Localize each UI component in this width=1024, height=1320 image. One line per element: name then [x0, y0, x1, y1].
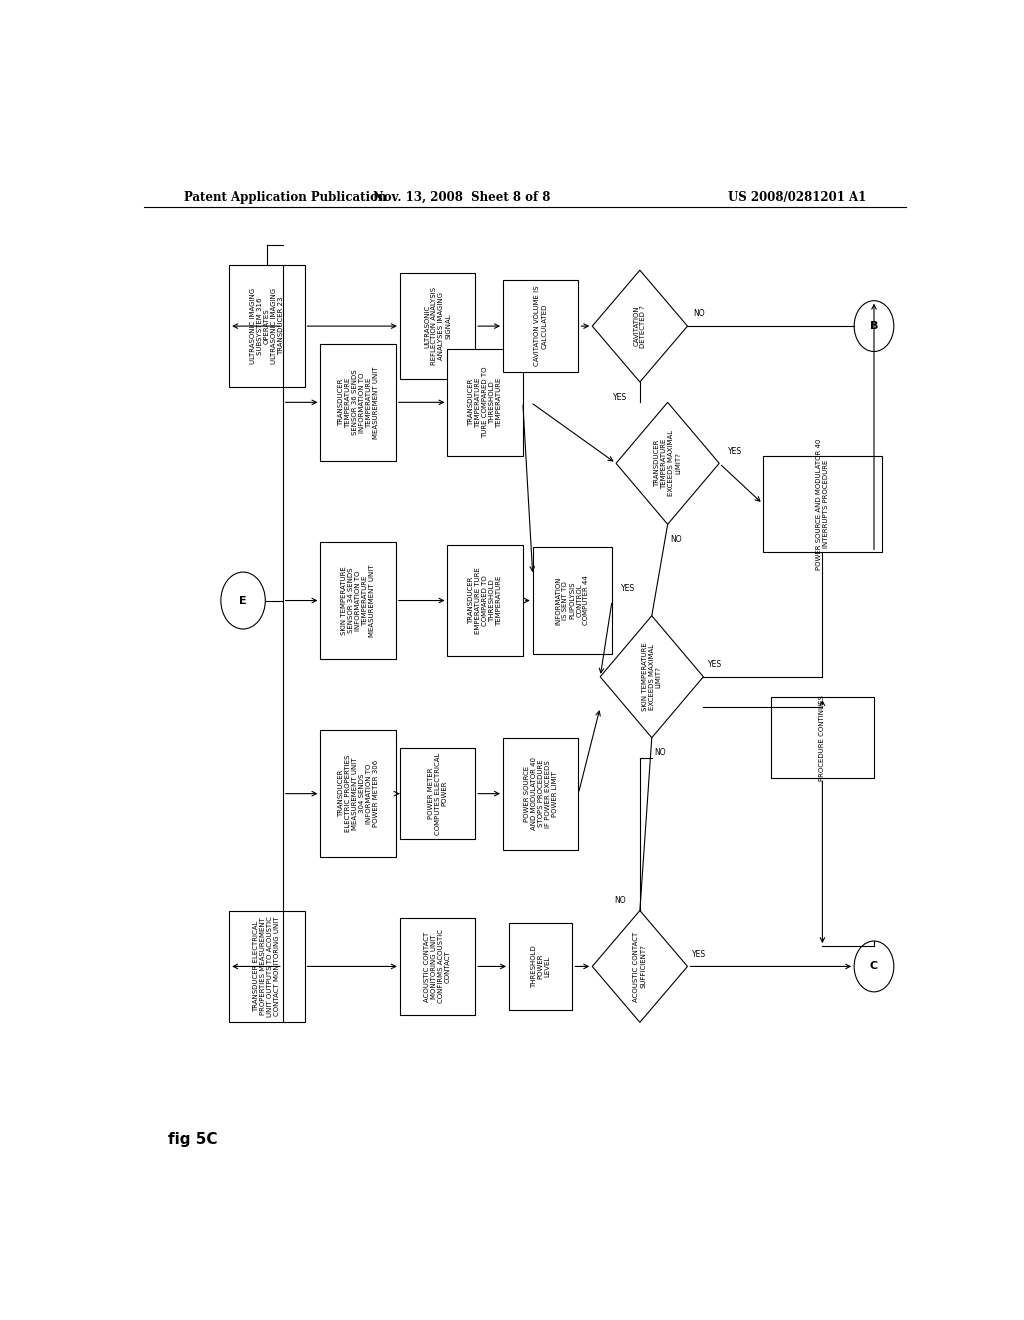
Bar — [399, 919, 475, 1015]
Text: SKIN TEMPERATURE
EXCEEDS MAXIMAL
LIMIT?: SKIN TEMPERATURE EXCEEDS MAXIMAL LIMIT? — [642, 643, 662, 711]
Text: Patent Application Publication: Patent Application Publication — [183, 190, 386, 203]
Bar — [321, 345, 396, 461]
Text: C: C — [870, 961, 878, 972]
Text: E: E — [240, 595, 247, 606]
Text: TRANSDUCER
TEMPERATURE
SENSOR 36 SENDS
INFORMATION TO
TEMPERATURE
MEASUREMENT UN: TRANSDUCER TEMPERATURE SENSOR 36 SENDS I… — [338, 366, 379, 438]
Circle shape — [854, 941, 894, 991]
Text: POWER SOURCE AND MODULATOR 40
INTERRUPTS PROCEDURE: POWER SOURCE AND MODULATOR 40 INTERRUPTS… — [816, 438, 828, 570]
Bar — [399, 273, 475, 379]
Text: POWER SOURCE
AND MODULATOR 40
STOPS PROCEDURE
IF POWER EXCEEDS
POWER LIMIT: POWER SOURCE AND MODULATOR 40 STOPS PROC… — [523, 758, 558, 830]
Text: YES: YES — [709, 660, 722, 669]
Polygon shape — [616, 403, 719, 524]
Text: SKIN TEMPERATURE
SENSOR 34 SENDS
INFORMATION TO
TEMPERATURE
MEASUREMENT UNIT: SKIN TEMPERATURE SENSOR 34 SENDS INFORMA… — [341, 564, 375, 636]
Text: TRANSDUCER
TEMPERATURE
TURE COMPARED TO
THRESHOLD
TEMPERATURE: TRANSDUCER TEMPERATURE TURE COMPARED TO … — [468, 367, 502, 438]
Text: YES: YES — [728, 446, 742, 455]
Text: B: B — [869, 321, 879, 331]
Text: Nov. 13, 2008  Sheet 8 of 8: Nov. 13, 2008 Sheet 8 of 8 — [373, 190, 550, 203]
Bar — [532, 548, 612, 653]
Text: YES: YES — [613, 393, 627, 401]
Text: TRANSDUCER
ELECTRIC PROPERTIES
MEASUREMENT UNIT
304 SENDS
INFORMATION TO
POWER M: TRANSDUCER ELECTRIC PROPERTIES MEASUREME… — [338, 755, 379, 833]
Text: YES: YES — [621, 583, 635, 593]
Text: NO: NO — [654, 748, 666, 758]
Text: ACOUSTIC CONTACT
MONITORING UNIT
CONFIRMS ACOUSTIC
CONTACT: ACOUSTIC CONTACT MONITORING UNIT CONFIRM… — [424, 929, 451, 1003]
Text: NO: NO — [693, 309, 706, 318]
Bar — [399, 748, 475, 840]
Bar — [321, 730, 396, 857]
Text: YES: YES — [692, 950, 707, 958]
Text: THRESHOLD
POWER
LEVEL: THRESHOLD POWER LEVEL — [530, 945, 551, 987]
Polygon shape — [600, 615, 703, 738]
Bar — [229, 911, 304, 1022]
Text: ULTRASONIC
REFLECTION ANALYSIS
ANALYSES IMAGING
SIGNAL: ULTRASONIC REFLECTION ANALYSIS ANALYSES … — [424, 288, 451, 366]
Text: TRANSDUCER
TEMPERATURE
EXCEEDS MAXIMAL
LIMIT?: TRANSDUCER TEMPERATURE EXCEEDS MAXIMAL L… — [654, 430, 681, 496]
Text: NO: NO — [670, 535, 681, 544]
Text: NO: NO — [614, 896, 626, 906]
Text: ACOUSTIC CONTACT
SUFFICIENT?: ACOUSTIC CONTACT SUFFICIENT? — [634, 932, 646, 1002]
Circle shape — [854, 301, 894, 351]
Circle shape — [221, 572, 265, 630]
Text: POWER METER
COMPUTES ELECTRICAL
POWER: POWER METER COMPUTES ELECTRICAL POWER — [427, 752, 447, 834]
Bar — [447, 348, 523, 455]
Text: CAVITATION VOLUME IS
CALCULATED: CAVITATION VOLUME IS CALCULATED — [535, 286, 547, 367]
Bar — [503, 280, 579, 372]
Bar — [763, 455, 882, 552]
Text: TRANSDUCER ELECTRICAL
PROPERTIES MEASUREMENT
UNIT OUTPUTS TO ACOUSTIC
CONTACT MO: TRANSDUCER ELECTRICAL PROPERTIES MEASURE… — [253, 916, 281, 1016]
Text: INFORMATION
IS SENT TO
PLIPOLYSIS
CONTROL
COMPUTER 44: INFORMATION IS SENT TO PLIPOLYSIS CONTRO… — [555, 576, 590, 626]
Bar — [229, 265, 304, 387]
Polygon shape — [592, 911, 687, 1022]
Bar — [503, 738, 579, 850]
Bar — [771, 697, 874, 779]
Text: ULTRASONIC IMAGING
SUBSYSTEM 316
OPERATES
ULTRASONIC IMAGING
TRANSDUCER 23: ULTRASONIC IMAGING SUBSYSTEM 316 OPERATE… — [250, 288, 284, 364]
Text: fig 5C: fig 5C — [168, 1131, 217, 1147]
Text: US 2008/0281201 A1: US 2008/0281201 A1 — [728, 190, 866, 203]
Bar — [321, 543, 396, 659]
Text: TRANSDUCER
EMPERATURE TURE
COMPARED TO
THRESHOLD
TEMPERATURE: TRANSDUCER EMPERATURE TURE COMPARED TO T… — [468, 568, 502, 634]
Polygon shape — [592, 271, 687, 381]
Text: PROCEDURE CONTINUES: PROCEDURE CONTINUES — [819, 694, 825, 780]
Text: CAVITATION
DETECTED ?: CAVITATION DETECTED ? — [634, 305, 646, 347]
Bar — [447, 545, 523, 656]
Bar — [509, 923, 572, 1010]
